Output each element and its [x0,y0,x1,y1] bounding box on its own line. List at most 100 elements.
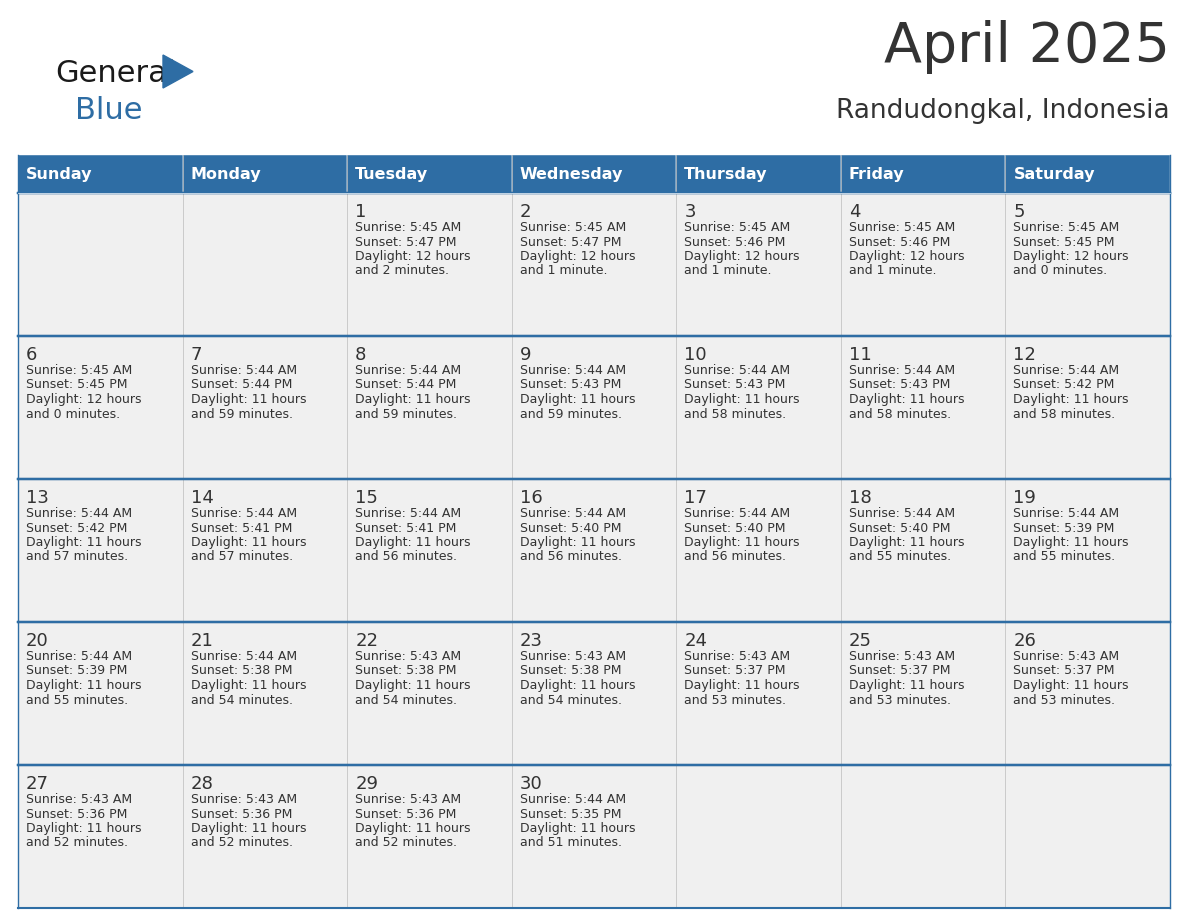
Text: Daylight: 11 hours: Daylight: 11 hours [26,679,141,692]
Text: Sunset: 5:37 PM: Sunset: 5:37 PM [684,665,785,677]
Text: Sunrise: 5:45 AM: Sunrise: 5:45 AM [26,364,132,377]
Text: Sunset: 5:37 PM: Sunset: 5:37 PM [849,665,950,677]
Bar [347,193,512,336]
Text: 11: 11 [849,346,872,364]
Text: and 54 minutes.: and 54 minutes. [355,693,457,707]
Text: Blue: Blue [75,96,143,125]
Text: Daylight: 11 hours: Daylight: 11 hours [1013,679,1129,692]
Polygon shape [163,55,192,88]
Bar [1005,765,1170,908]
Text: 6: 6 [26,346,37,364]
Bar [512,193,676,336]
Text: Daylight: 11 hours: Daylight: 11 hours [190,536,307,549]
Text: Daylight: 11 hours: Daylight: 11 hours [355,679,470,692]
Bar [18,193,183,336]
Text: Daylight: 12 hours: Daylight: 12 hours [26,393,141,406]
Text: and 52 minutes.: and 52 minutes. [26,836,128,849]
Bar [18,479,183,622]
Text: and 56 minutes.: and 56 minutes. [684,551,786,564]
Text: and 58 minutes.: and 58 minutes. [849,408,950,420]
Text: Sunset: 5:38 PM: Sunset: 5:38 PM [519,665,621,677]
Bar [1005,622,1170,765]
Text: and 1 minute.: and 1 minute. [849,264,936,277]
Text: 23: 23 [519,632,543,650]
Text: Sunset: 5:45 PM: Sunset: 5:45 PM [1013,236,1114,249]
Bar [676,155,841,193]
Bar [512,622,676,765]
Bar [183,336,347,479]
Text: Sunrise: 5:45 AM: Sunrise: 5:45 AM [1013,221,1119,234]
Text: Sunrise: 5:43 AM: Sunrise: 5:43 AM [849,650,955,663]
Bar [1005,479,1170,622]
Text: 21: 21 [190,632,214,650]
Text: 18: 18 [849,489,872,507]
Text: Sunset: 5:43 PM: Sunset: 5:43 PM [519,378,621,391]
Bar [347,479,512,622]
Text: Sunrise: 5:44 AM: Sunrise: 5:44 AM [519,364,626,377]
Text: 16: 16 [519,489,543,507]
Text: 22: 22 [355,632,378,650]
Text: Daylight: 11 hours: Daylight: 11 hours [1013,536,1129,549]
Bar [676,765,841,908]
Text: Sunset: 5:42 PM: Sunset: 5:42 PM [1013,378,1114,391]
Text: Daylight: 11 hours: Daylight: 11 hours [190,679,307,692]
Text: Sunrise: 5:44 AM: Sunrise: 5:44 AM [1013,364,1119,377]
Text: and 58 minutes.: and 58 minutes. [684,408,786,420]
Text: Tuesday: Tuesday [355,166,428,182]
Text: Thursday: Thursday [684,166,767,182]
Text: Sunrise: 5:45 AM: Sunrise: 5:45 AM [519,221,626,234]
Bar [676,622,841,765]
Text: and 58 minutes.: and 58 minutes. [1013,408,1116,420]
Text: Daylight: 12 hours: Daylight: 12 hours [684,250,800,263]
Text: 9: 9 [519,346,531,364]
Bar [841,622,1005,765]
Bar [841,193,1005,336]
Text: and 53 minutes.: and 53 minutes. [849,693,950,707]
Text: Sunrise: 5:43 AM: Sunrise: 5:43 AM [190,793,297,806]
Text: and 54 minutes.: and 54 minutes. [190,693,292,707]
Text: 5: 5 [1013,203,1025,221]
Text: Sunset: 5:47 PM: Sunset: 5:47 PM [355,236,456,249]
Text: and 57 minutes.: and 57 minutes. [26,551,128,564]
Text: and 2 minutes.: and 2 minutes. [355,264,449,277]
Text: Sunset: 5:40 PM: Sunset: 5:40 PM [684,521,785,534]
Text: and 56 minutes.: and 56 minutes. [355,551,457,564]
Bar [512,336,676,479]
Text: 4: 4 [849,203,860,221]
Bar [183,155,347,193]
Text: Daylight: 11 hours: Daylight: 11 hours [519,393,636,406]
Text: Daylight: 11 hours: Daylight: 11 hours [26,822,141,835]
Text: Daylight: 12 hours: Daylight: 12 hours [355,250,470,263]
Text: Sunset: 5:47 PM: Sunset: 5:47 PM [519,236,621,249]
Text: 13: 13 [26,489,49,507]
Text: and 0 minutes.: and 0 minutes. [1013,264,1107,277]
Text: Daylight: 12 hours: Daylight: 12 hours [1013,250,1129,263]
Text: Sunrise: 5:43 AM: Sunrise: 5:43 AM [26,793,132,806]
Text: and 59 minutes.: and 59 minutes. [519,408,621,420]
Text: Sunset: 5:36 PM: Sunset: 5:36 PM [190,808,292,821]
Bar [347,765,512,908]
Text: 24: 24 [684,632,707,650]
Text: Saturday: Saturday [1013,166,1095,182]
Text: and 1 minute.: and 1 minute. [684,264,772,277]
Bar [512,765,676,908]
Text: Daylight: 11 hours: Daylight: 11 hours [849,679,965,692]
Text: and 0 minutes.: and 0 minutes. [26,408,120,420]
Text: 7: 7 [190,346,202,364]
Text: Daylight: 11 hours: Daylight: 11 hours [190,393,307,406]
Bar [841,479,1005,622]
Text: Daylight: 11 hours: Daylight: 11 hours [684,393,800,406]
Bar [18,336,183,479]
Bar [512,479,676,622]
Text: Sunrise: 5:45 AM: Sunrise: 5:45 AM [684,221,790,234]
Text: Sunrise: 5:43 AM: Sunrise: 5:43 AM [1013,650,1119,663]
Text: and 53 minutes.: and 53 minutes. [684,693,786,707]
Text: Sunrise: 5:44 AM: Sunrise: 5:44 AM [684,364,790,377]
Text: Sunset: 5:43 PM: Sunset: 5:43 PM [684,378,785,391]
Text: Sunday: Sunday [26,166,93,182]
Bar [18,622,183,765]
Text: Sunrise: 5:44 AM: Sunrise: 5:44 AM [190,650,297,663]
Bar [512,155,676,193]
Text: Sunrise: 5:44 AM: Sunrise: 5:44 AM [519,793,626,806]
Text: Randudongkal, Indonesia: Randudongkal, Indonesia [836,98,1170,124]
